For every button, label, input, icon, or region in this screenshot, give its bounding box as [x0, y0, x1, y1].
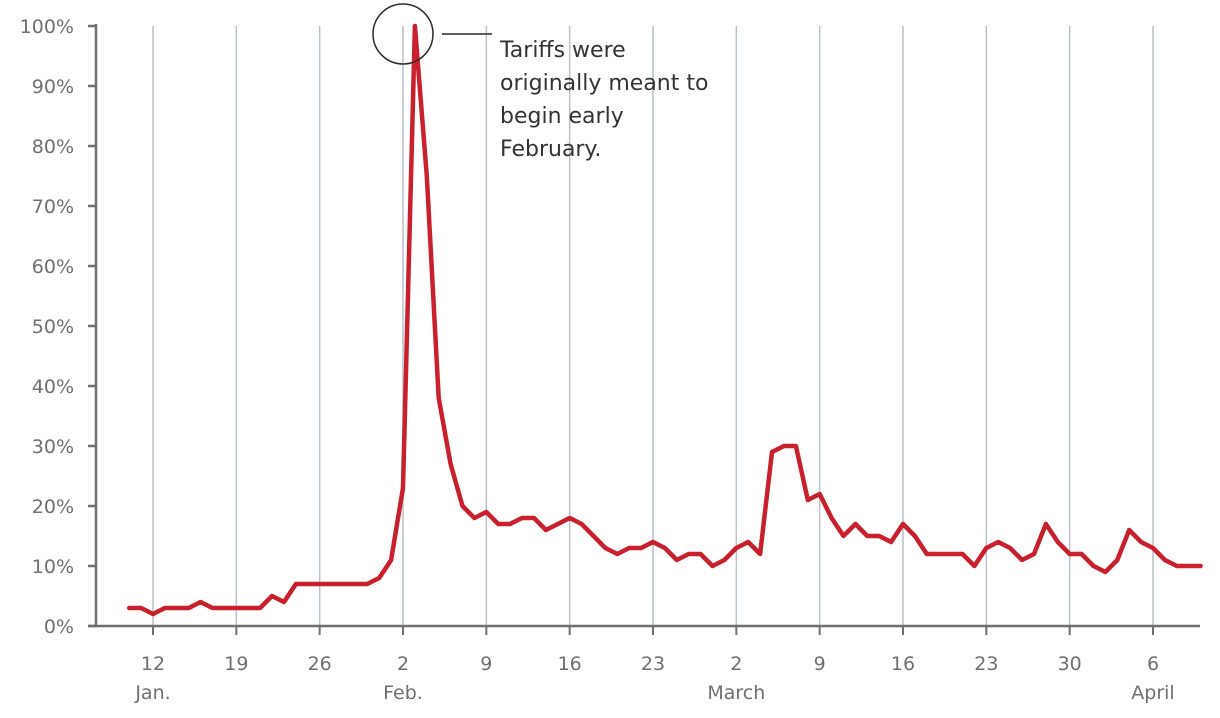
x-tick-label-11: 30 [1058, 653, 1082, 675]
annotation-text-line-2: begin early [500, 104, 624, 129]
x-tick-label-7: 2 [730, 653, 742, 675]
x-tick-label-10: 23 [974, 653, 998, 675]
y-tick-label-6: 60% [32, 256, 74, 278]
y-tick-label-1: 10% [32, 556, 74, 578]
x-tick-label-9: 16 [891, 653, 915, 675]
y-tick-label-9: 90% [32, 76, 74, 98]
annotation: Tariffs were originally meant to begin ear… [372, 3, 708, 162]
y-tick-label-4: 40% [32, 376, 74, 398]
annotation-text-line-0: Tariffs were [499, 38, 626, 63]
x-tick-label-0: 12 [141, 653, 165, 675]
month-label-0: Jan. [134, 682, 170, 704]
x-tick-label-5: 16 [558, 653, 582, 675]
month-label-1: Feb. [383, 682, 423, 704]
x-tick-label-6: 23 [641, 653, 665, 675]
x-tick-label-2: 26 [308, 653, 332, 675]
y-tick-label-2: 20% [32, 496, 74, 518]
x-axis: 12 19 26 2 9 16 23 2 9 16 23 30 6 Jan. Feb. March April [88, 624, 1200, 704]
y-tick-label-10: 100% [20, 16, 74, 38]
y-tick-label-7: 70% [32, 196, 74, 218]
x-tick-label-12: 6 [1147, 653, 1159, 675]
series-line-0 [126, 23, 1203, 617]
x-tick-label-3: 2 [397, 653, 409, 675]
x-tick-label-4: 9 [480, 653, 492, 675]
series-group [126, 23, 1203, 617]
y-tick-label-5: 50% [32, 316, 74, 338]
month-label-3: April [1131, 682, 1174, 704]
y-tick-label-8: 80% [32, 136, 74, 158]
annotation-text-line-3: February. [500, 137, 601, 162]
y-tick-label-3: 30% [32, 436, 74, 458]
month-label-2: March [707, 682, 765, 704]
x-tick-label-1: 19 [224, 653, 248, 675]
vertical-gridlines [152, 26, 1154, 626]
annotation-text-line-1: originally meant to [500, 71, 708, 96]
annotation-circle [372, 3, 434, 65]
y-axis: 0% 10% 20% 30% 40% 50% 60% 70% 80% 90% 100% [20, 16, 98, 638]
x-tick-label-8: 9 [814, 653, 826, 675]
y-tick-label-0: 0% [44, 616, 74, 638]
